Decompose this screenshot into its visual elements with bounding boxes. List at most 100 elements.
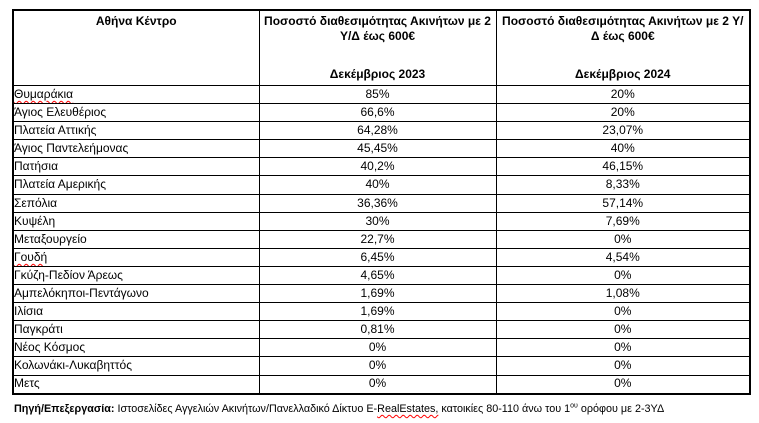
area-cell: Πλατεία Αττικής: [12, 121, 260, 141]
dec2023-cell-label: 85%: [365, 86, 390, 101]
area-cell: Πλατεία Αμερικής: [12, 175, 260, 195]
dec2024-cell-label: 0%: [614, 376, 632, 391]
dec2024-cell: 0%: [495, 265, 751, 286]
table-row: Νέος Κόσμος 0% 0%: [12, 338, 751, 358]
dec2024-cell: 40%: [495, 139, 751, 159]
source-note-text-mid: κατοικίες 80-110 άνω του 1: [438, 403, 571, 415]
header-dec2023-column: Ποσοστό διαθεσιμότητας Ακινήτων με 2 Υ/Δ…: [258, 9, 497, 86]
header-area-column: Αθήνα Κέντρο: [12, 9, 260, 86]
area-cell: Ιλίσια: [12, 302, 260, 322]
dec2023-cell-label: 66,6%: [360, 105, 395, 120]
table-row: Μετς 0% 0%: [12, 374, 751, 395]
dec2024-cell-label: 0%: [614, 304, 632, 319]
header-row: Αθήνα Κέντρο Ποσοστό διαθεσιμότητας Ακιν…: [12, 9, 751, 86]
dec2023-cell-label: 4,65%: [360, 267, 395, 282]
table-row: Γκύζη-Πεδίον Άρεως 4,65% 0%: [12, 265, 751, 286]
dec2024-cell: 0%: [495, 374, 751, 395]
dec2024-cell: 7,69%: [495, 211, 751, 231]
dec2023-cell: 22,7%: [258, 229, 497, 249]
area-cell-label: Νέος Κόσμος: [14, 340, 86, 355]
dec2024-cell-label: 20%: [610, 86, 635, 101]
dec2024-cell: 0%: [495, 229, 751, 249]
table-body: Θυμαράκια 85% 20% Άγιος Ελευθέριος 66,6% 20% Π…: [12, 84, 751, 395]
dec2023-cell-label: 36,36%: [357, 195, 398, 210]
area-cell: Κολωνάκι-Λυκαβηττός: [12, 356, 260, 376]
area-cell: Σεπόλια: [12, 193, 260, 213]
dec2023-cell-label: 1,69%: [360, 304, 395, 319]
dec2024-cell-label: 4,54%: [605, 249, 640, 264]
dec2023-cell-label: 0%: [368, 358, 387, 373]
area-cell: Γουδή: [12, 247, 260, 267]
table-row: Πλατεία Αμερικής 40% 8,33%: [12, 175, 751, 195]
source-note-text-before: Ιστοσελίδες Αγγελιών Ακινήτων/Πανελλαδικ…: [114, 403, 378, 415]
area-cell-label: Αμπελόκηποι-Πεντάγωνο: [14, 285, 149, 300]
area-cell-label: Πλατεία Αμερικής: [14, 177, 107, 192]
dec2023-cell-label: 40,2%: [360, 159, 395, 174]
area-cell-label: Σεπόλια: [14, 195, 58, 210]
dec2024-cell: 0%: [495, 320, 751, 340]
dec2024-cell-label: 57,14%: [602, 195, 644, 210]
area-cell: Θυμαράκια: [12, 84, 260, 105]
dec2023-cell: 1,69%: [258, 302, 497, 322]
dec2023-cell: 4,65%: [258, 265, 497, 286]
dec2023-cell-label: 1,69%: [360, 285, 395, 300]
header-dec2023-period: Δεκέμβριος 2023: [329, 66, 426, 81]
area-cell-label: Μεταξουργείο: [14, 231, 87, 246]
dec2023-cell-label: 22,7%: [360, 231, 395, 246]
area-cell-label: Κυψέλη: [14, 213, 56, 228]
table-row: Θυμαράκια 85% 20%: [12, 84, 751, 105]
area-cell: Γκύζη-Πεδίον Άρεως: [12, 265, 260, 286]
table-row: Παγκράτι 0,81% 0%: [12, 320, 751, 340]
dec2023-cell: 36,36%: [258, 193, 497, 213]
dec2024-cell-label: 23,07%: [602, 123, 644, 138]
dec2024-cell-label: 0%: [614, 358, 632, 373]
dec2023-cell: 40%: [258, 175, 497, 195]
dec2024-cell-label: 1,08%: [605, 285, 640, 300]
dec2024-cell: 0%: [495, 338, 751, 358]
table-row: Πλατεία Αττικής 64,28% 23,07%: [12, 121, 751, 141]
dec2023-cell-label: 0%: [368, 340, 387, 355]
dec2024-cell: 8,33%: [495, 175, 751, 195]
header-dec2024-period: Δεκέμβριος 2024: [575, 66, 671, 81]
dec2023-cell: 6,45%: [258, 247, 497, 267]
area-cell-label: Πλατεία Αττικής: [14, 123, 97, 138]
area-cell: Αμπελόκηποι-Πεντάγωνο: [12, 284, 260, 304]
header-dec2023-title: Ποσοστό διαθεσιμότητας Ακινήτων με 2 Υ/Δ…: [264, 14, 491, 44]
area-cell: Νέος Κόσμος: [12, 338, 260, 358]
area-cell: Κυψέλη: [12, 211, 260, 231]
area-cell-label: Γουδή: [14, 249, 48, 264]
dec2023-cell: 0,81%: [258, 320, 497, 340]
dec2024-cell: 0%: [495, 356, 751, 376]
table-row: Άγιος Ελευθέριος 66,6% 20%: [12, 103, 751, 123]
dec2023-cell: 30%: [258, 211, 497, 231]
dec2024-cell: 57,14%: [495, 193, 751, 213]
area-cell-label: Ιλίσια: [14, 304, 44, 319]
dec2024-cell: 20%: [495, 103, 751, 123]
dec2024-cell-label: 0%: [614, 322, 632, 337]
availability-table: Αθήνα Κέντρο Ποσοστό διαθεσιμότητας Ακιν…: [12, 9, 751, 395]
source-note-ordinal-superscript: ου: [570, 402, 578, 410]
area-cell-label: Μετς: [14, 376, 40, 391]
dec2024-cell: 46,15%: [495, 157, 751, 177]
dec2023-cell: 45,45%: [258, 139, 497, 159]
header-dec2024-column: Ποσοστό διαθεσιμότητας Ακινήτων με 2 Υ/Δ…: [495, 9, 751, 86]
dec2023-cell-label: 0%: [368, 376, 387, 391]
dec2024-cell: 20%: [495, 84, 751, 105]
area-cell: Παγκράτι: [12, 320, 260, 340]
dec2024-cell: 4,54%: [495, 247, 751, 267]
dec2024-cell-label: 0%: [614, 231, 632, 246]
dec2023-cell: 0%: [258, 338, 497, 358]
dec2024-cell-label: 0%: [614, 340, 632, 355]
dec2024-cell: 0%: [495, 302, 751, 322]
dec2024-cell-label: 20%: [610, 105, 635, 120]
area-cell-label: Γκύζη-Πεδίον Άρεως: [14, 267, 123, 282]
dec2023-cell: 66,6%: [258, 103, 497, 123]
table-row: Αμπελόκηποι-Πεντάγωνο 1,69% 1,08%: [12, 284, 751, 304]
header-dec2024-title: Ποσοστό διαθεσιμότητας Ακινήτων με 2 Υ/Δ…: [502, 14, 744, 44]
table-row: Άγιος Παντελεήμονας 45,45% 40%: [12, 139, 751, 159]
dec2024-cell-label: 46,15%: [602, 159, 644, 174]
dec2023-cell-label: 64,28%: [357, 123, 398, 138]
dec2023-cell: 0%: [258, 356, 497, 376]
source-note: Πηγή/Επεξεργασία: Ιστοσελίδες Αγγελιών Α…: [14, 402, 754, 416]
